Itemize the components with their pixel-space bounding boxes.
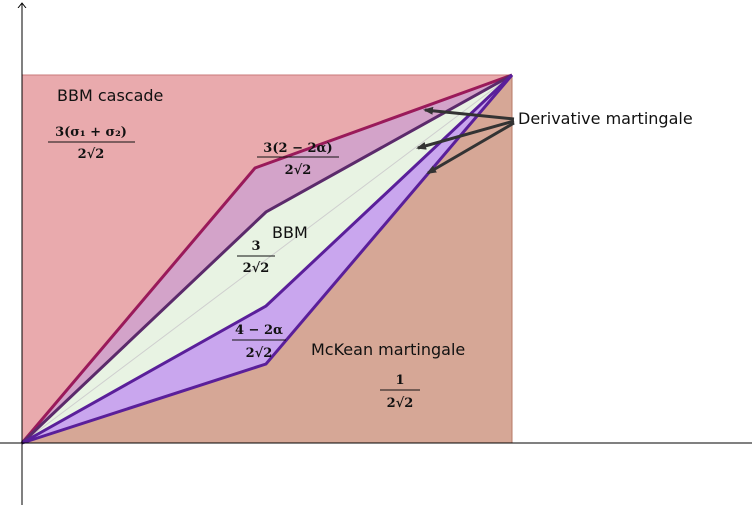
callout-arrow-3 bbox=[426, 121, 515, 175]
middle-boundary bbox=[20, 73, 513, 445]
formula-numerator: 4 − 2α bbox=[235, 323, 283, 338]
formula-denominator: 2√2 bbox=[243, 261, 270, 276]
formula-numerator: 3 bbox=[251, 239, 260, 254]
formula-denominator: 2√2 bbox=[285, 163, 312, 178]
bbm-cascade-formula: 3(σ₁ + σ₂) 2√2 bbox=[48, 125, 135, 162]
formula-denominator: 2√2 bbox=[387, 396, 414, 411]
formula-denominator: 2√2 bbox=[78, 147, 105, 162]
mckean-martingale-formula: 1 2√2 bbox=[380, 373, 420, 411]
upper-boundary bbox=[20, 73, 513, 444]
callout-arrow-2 bbox=[416, 119, 515, 150]
bbm-label: BBM bbox=[272, 223, 308, 242]
diagonal-line bbox=[21, 74, 513, 444]
formula-numerator: 1 bbox=[395, 373, 404, 388]
bbm-formula: 3 2√2 bbox=[237, 239, 275, 276]
bbm-lower-boundary bbox=[21, 73, 514, 445]
callout-arrow-1 bbox=[423, 106, 515, 121]
bbm-cascade-label: BBM cascade bbox=[57, 86, 163, 105]
lower-band-formula: 4 − 2α 2√2 bbox=[232, 323, 286, 361]
derivative-martingale-formula: 3(2 − 2α) 2√2 bbox=[257, 141, 339, 178]
formula-numerator: 3(σ₁ + σ₂) bbox=[55, 125, 127, 140]
mckean-martingale-label: McKean martingale bbox=[311, 340, 465, 359]
derivative-martingale-label: Derivative martingale bbox=[518, 109, 693, 128]
formula-denominator: 2√2 bbox=[246, 346, 273, 361]
formula-numerator: 3(2 − 2α) bbox=[263, 141, 332, 156]
